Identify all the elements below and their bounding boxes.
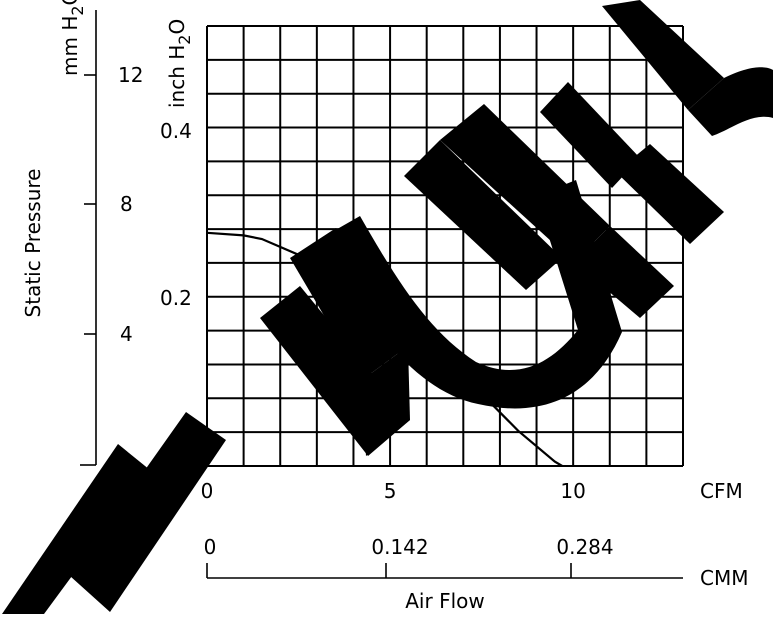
y-tick-label-mm: 8 xyxy=(120,192,133,216)
chart-grid xyxy=(206,25,684,467)
x-ticks-cmm: 0 0.142 0.284 xyxy=(204,535,614,578)
x-tick-label-cfm: 10 xyxy=(560,479,585,503)
y-ticks-mm: 0 4 8 12 xyxy=(80,63,143,477)
y-unit-inch: inch H2O xyxy=(165,19,194,108)
x-unit-cmm: CMM xyxy=(700,566,748,590)
y-tick-label-inch: 0.4 xyxy=(160,119,192,143)
y-unit-mm: mm H2O xyxy=(58,0,87,76)
y-tick-label-mm: 12 xyxy=(118,63,143,87)
x-tick-label-cmm: 0.142 xyxy=(371,535,428,559)
y-axis-title: Static Pressure xyxy=(21,169,45,318)
x-unit-cfm: CFM xyxy=(700,479,743,503)
series-line xyxy=(206,231,563,467)
x-axis-title: Air Flow xyxy=(405,589,484,613)
x-tick-label-cfm: 0 xyxy=(201,479,214,503)
y-tick-label-mm: 0 xyxy=(120,453,133,477)
x-tick-label-cmm: 0 xyxy=(204,535,217,559)
y-tick-label-mm: 4 xyxy=(120,322,133,346)
x-tick-label-cfm: 5 xyxy=(384,479,397,503)
y-tick-label-inch: 0.2 xyxy=(160,286,192,310)
x-ticks-cfm: 0 5 10 xyxy=(201,479,586,503)
y-ticks-inch: 0.2 0.4 xyxy=(160,119,192,310)
x-tick-label-cmm: 0.284 xyxy=(556,535,613,559)
